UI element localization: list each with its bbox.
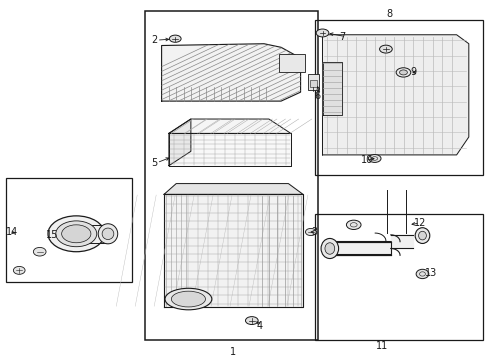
Text: 8: 8	[385, 9, 391, 19]
Ellipse shape	[395, 68, 410, 77]
Polygon shape	[163, 194, 303, 307]
Text: 4: 4	[256, 321, 262, 331]
Ellipse shape	[346, 220, 360, 229]
Bar	[315, 214, 483, 339]
Ellipse shape	[321, 238, 338, 258]
Ellipse shape	[33, 247, 46, 256]
Text: 2: 2	[151, 35, 157, 45]
Ellipse shape	[245, 317, 258, 324]
Ellipse shape	[61, 225, 91, 243]
Text: 11: 11	[375, 341, 387, 351]
Text: 6: 6	[314, 91, 320, 101]
Polygon shape	[322, 62, 341, 116]
Ellipse shape	[415, 269, 428, 279]
Polygon shape	[322, 35, 468, 155]
Ellipse shape	[418, 231, 426, 240]
Text: 10: 10	[360, 155, 372, 165]
Polygon shape	[163, 184, 303, 194]
Ellipse shape	[164, 288, 211, 310]
Ellipse shape	[102, 228, 114, 239]
Ellipse shape	[171, 291, 205, 307]
Ellipse shape	[316, 29, 328, 37]
Bar	[278, 54, 305, 72]
Bar	[315, 21, 483, 175]
Ellipse shape	[169, 35, 181, 42]
Polygon shape	[168, 119, 190, 166]
Ellipse shape	[13, 266, 25, 274]
Ellipse shape	[379, 45, 391, 53]
Text: 7: 7	[339, 32, 345, 41]
Ellipse shape	[56, 221, 97, 247]
Text: 15: 15	[45, 230, 58, 240]
Ellipse shape	[414, 228, 429, 243]
Bar	[307, 74, 318, 90]
Bar	[309, 80, 316, 87]
Text: 9: 9	[409, 67, 416, 77]
Bar	[5, 178, 132, 282]
Ellipse shape	[305, 228, 316, 235]
Text: 3: 3	[310, 227, 316, 237]
Text: 13: 13	[424, 268, 436, 278]
Text: 12: 12	[413, 218, 426, 228]
Polygon shape	[161, 44, 300, 101]
Polygon shape	[168, 119, 290, 134]
Ellipse shape	[399, 70, 407, 75]
Ellipse shape	[48, 216, 104, 252]
Ellipse shape	[98, 224, 118, 244]
Text: 1: 1	[229, 347, 236, 357]
Text: 5: 5	[151, 158, 157, 168]
Text: 14: 14	[5, 227, 18, 237]
Ellipse shape	[367, 154, 380, 162]
Bar	[144, 12, 317, 339]
Ellipse shape	[325, 243, 334, 254]
Polygon shape	[168, 134, 290, 166]
